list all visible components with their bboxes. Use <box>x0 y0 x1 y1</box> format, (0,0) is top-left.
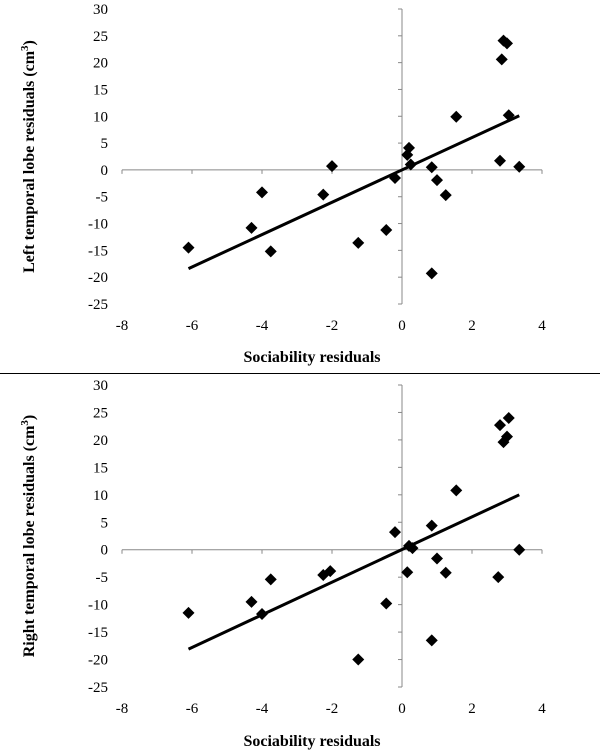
y-tick-label: 15 <box>93 82 108 98</box>
x-tick-label: -6 <box>186 701 199 717</box>
data-point <box>513 160 526 173</box>
data-point <box>352 236 365 249</box>
data-point <box>264 245 277 258</box>
data-point <box>501 430 513 443</box>
y-tick-label: -25 <box>88 680 108 696</box>
data-point <box>401 566 414 579</box>
y-tick-label: -20 <box>88 653 108 669</box>
y-axis-title: Right temporal lobe residuals (cm3) <box>19 415 38 658</box>
y-tick-label: 20 <box>93 433 108 449</box>
data-point <box>513 543 526 556</box>
right-temporal-chart: -25 -20 -15 -10 -5 0 5 10 15 20 25 30 -8 -6 -4 -2 0 2 4 Soc… <box>0 376 600 755</box>
data-point <box>502 109 515 122</box>
data-point <box>389 171 401 184</box>
y-tick-label: 10 <box>93 488 108 504</box>
data-point <box>425 519 438 532</box>
y-tick-label: -20 <box>88 270 108 286</box>
data-point <box>256 186 268 199</box>
data-point <box>182 241 195 254</box>
data-point <box>425 634 438 647</box>
data-point <box>450 110 463 123</box>
trendline <box>187 114 520 270</box>
y-tick-label: 0 <box>101 163 109 179</box>
data-point <box>380 223 393 236</box>
data-point <box>182 606 195 619</box>
data-point <box>495 53 508 66</box>
x-tick-label: 0 <box>398 318 406 334</box>
y-tick-label: 30 <box>93 2 108 18</box>
data-point <box>403 141 415 154</box>
y-tick-label: -5 <box>96 570 109 586</box>
y-tick-label: 0 <box>101 543 109 559</box>
data-point <box>425 161 438 174</box>
data-point <box>245 221 258 234</box>
x-tick-label: 0 <box>398 701 406 717</box>
y-tick-label: 20 <box>93 56 108 72</box>
x-tick-label: -4 <box>256 701 269 717</box>
data-point <box>425 267 438 280</box>
data-point <box>431 552 443 565</box>
data-point <box>256 607 268 620</box>
data-point <box>406 542 419 555</box>
data-point <box>326 160 338 173</box>
data-point <box>494 154 506 167</box>
y-axis-title: Left temporal lobe residuals (cm3) <box>19 40 38 273</box>
x-tick-label: -2 <box>326 318 339 334</box>
data-point <box>352 653 365 666</box>
x-tick-label: 2 <box>468 701 476 717</box>
x-tick-label: -2 <box>326 701 339 717</box>
data-point <box>494 419 506 432</box>
x-tick-label: 4 <box>538 701 546 717</box>
data-point <box>439 189 452 202</box>
y-tick-label: 25 <box>93 29 108 45</box>
y-tick-label: -15 <box>88 243 108 259</box>
y-tick-label: 5 <box>101 515 109 531</box>
data-point <box>439 566 452 579</box>
x-tick-label: -8 <box>116 318 129 334</box>
y-tick-label: -5 <box>96 190 109 206</box>
x-tick-label: 2 <box>468 318 476 334</box>
data-point <box>324 565 337 578</box>
data-point <box>245 595 258 608</box>
data-point <box>502 411 515 424</box>
y-tick-label: -10 <box>88 217 108 233</box>
panel-divider <box>0 373 600 374</box>
left-temporal-chart: -25 -20 -15 -10 -5 0 5 10 15 20 25 30 -8 -6 -4 -2 0 2 4 Soc… <box>0 0 600 372</box>
x-tick-label: -6 <box>186 318 199 334</box>
data-point <box>380 597 393 610</box>
y-tick-label: 30 <box>93 378 108 394</box>
x-axis-title: Sociability residuals <box>243 349 380 366</box>
y-tick-label: 15 <box>93 460 108 476</box>
data-point <box>264 573 277 586</box>
y-tick-label: -25 <box>88 297 108 313</box>
y-tick-label: 5 <box>101 136 109 152</box>
y-tick-label: -10 <box>88 598 108 614</box>
data-point <box>404 158 417 171</box>
x-tick-label: 4 <box>538 318 546 334</box>
data-point <box>389 526 401 539</box>
y-tick-label: 25 <box>93 405 108 421</box>
x-tick-label: -4 <box>256 318 269 334</box>
data-point <box>431 174 443 187</box>
data-point <box>492 571 505 584</box>
data-point <box>450 484 463 497</box>
data-point <box>317 188 330 201</box>
x-tick-label: -8 <box>116 701 129 717</box>
trendline <box>187 493 520 651</box>
x-axis-title: Sociability residuals <box>243 733 380 750</box>
y-tick-label: -15 <box>88 625 108 641</box>
data-point <box>501 37 513 50</box>
y-tick-label: 10 <box>93 109 108 125</box>
